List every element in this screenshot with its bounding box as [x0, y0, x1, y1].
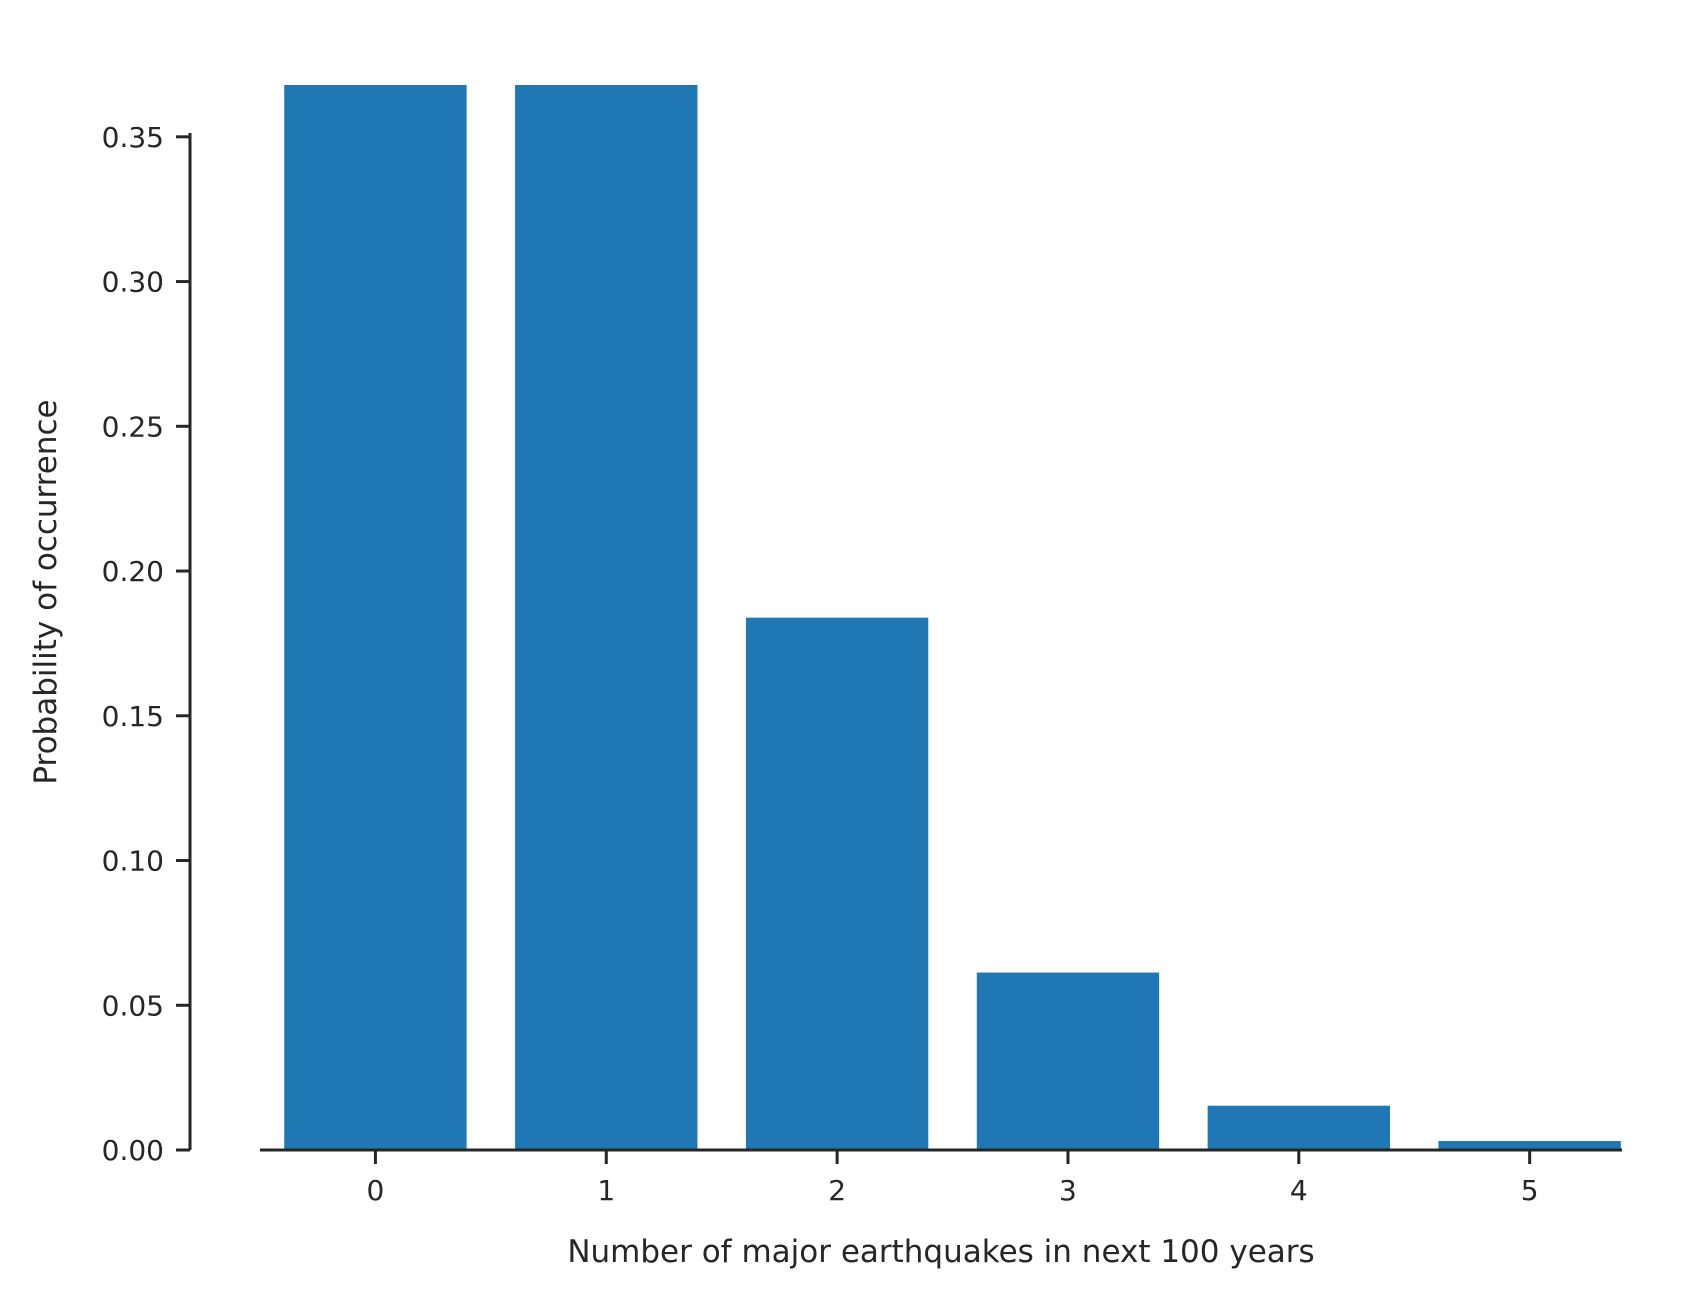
bar-0: [284, 85, 467, 1150]
bars-layer: [284, 85, 1621, 1150]
x-ticks: 0 1 2 3 4 5: [367, 1150, 1539, 1207]
y-tick-label: 0.05: [102, 989, 164, 1022]
x-tick-label: 4: [1290, 1174, 1308, 1207]
y-ticks: 0.00 0.05 0.10 0.15 0.20 0.25 0.30 0.35: [102, 121, 190, 1167]
x-tick-label: 1: [597, 1174, 615, 1207]
x-tick-label: 2: [828, 1174, 846, 1207]
bar-3: [976, 972, 1160, 1150]
y-tick-label: 0.30: [102, 266, 164, 299]
x-tick-label: 3: [1059, 1174, 1077, 1207]
axes-layer: [188, 133, 1622, 1152]
y-tick-label: 0.20: [102, 555, 164, 588]
y-tick-label: 0.25: [102, 410, 164, 443]
bar-4: [1207, 1105, 1390, 1150]
y-tick-label: 0.35: [102, 121, 164, 154]
x-tick-label: 0: [367, 1174, 385, 1207]
y-tick-label: 0.15: [102, 700, 164, 733]
bar-5: [1438, 1141, 1621, 1150]
y-tick-label: 0.00: [102, 1134, 164, 1167]
y-tick-label: 0.10: [102, 845, 164, 878]
bar-2: [745, 617, 929, 1150]
y-axis-label: Probability of occurrence: [28, 399, 64, 784]
x-axis-label: Number of major earthquakes in next 100 …: [567, 1234, 1314, 1270]
x-tick-label: 5: [1521, 1174, 1539, 1207]
bar-1: [515, 85, 698, 1150]
